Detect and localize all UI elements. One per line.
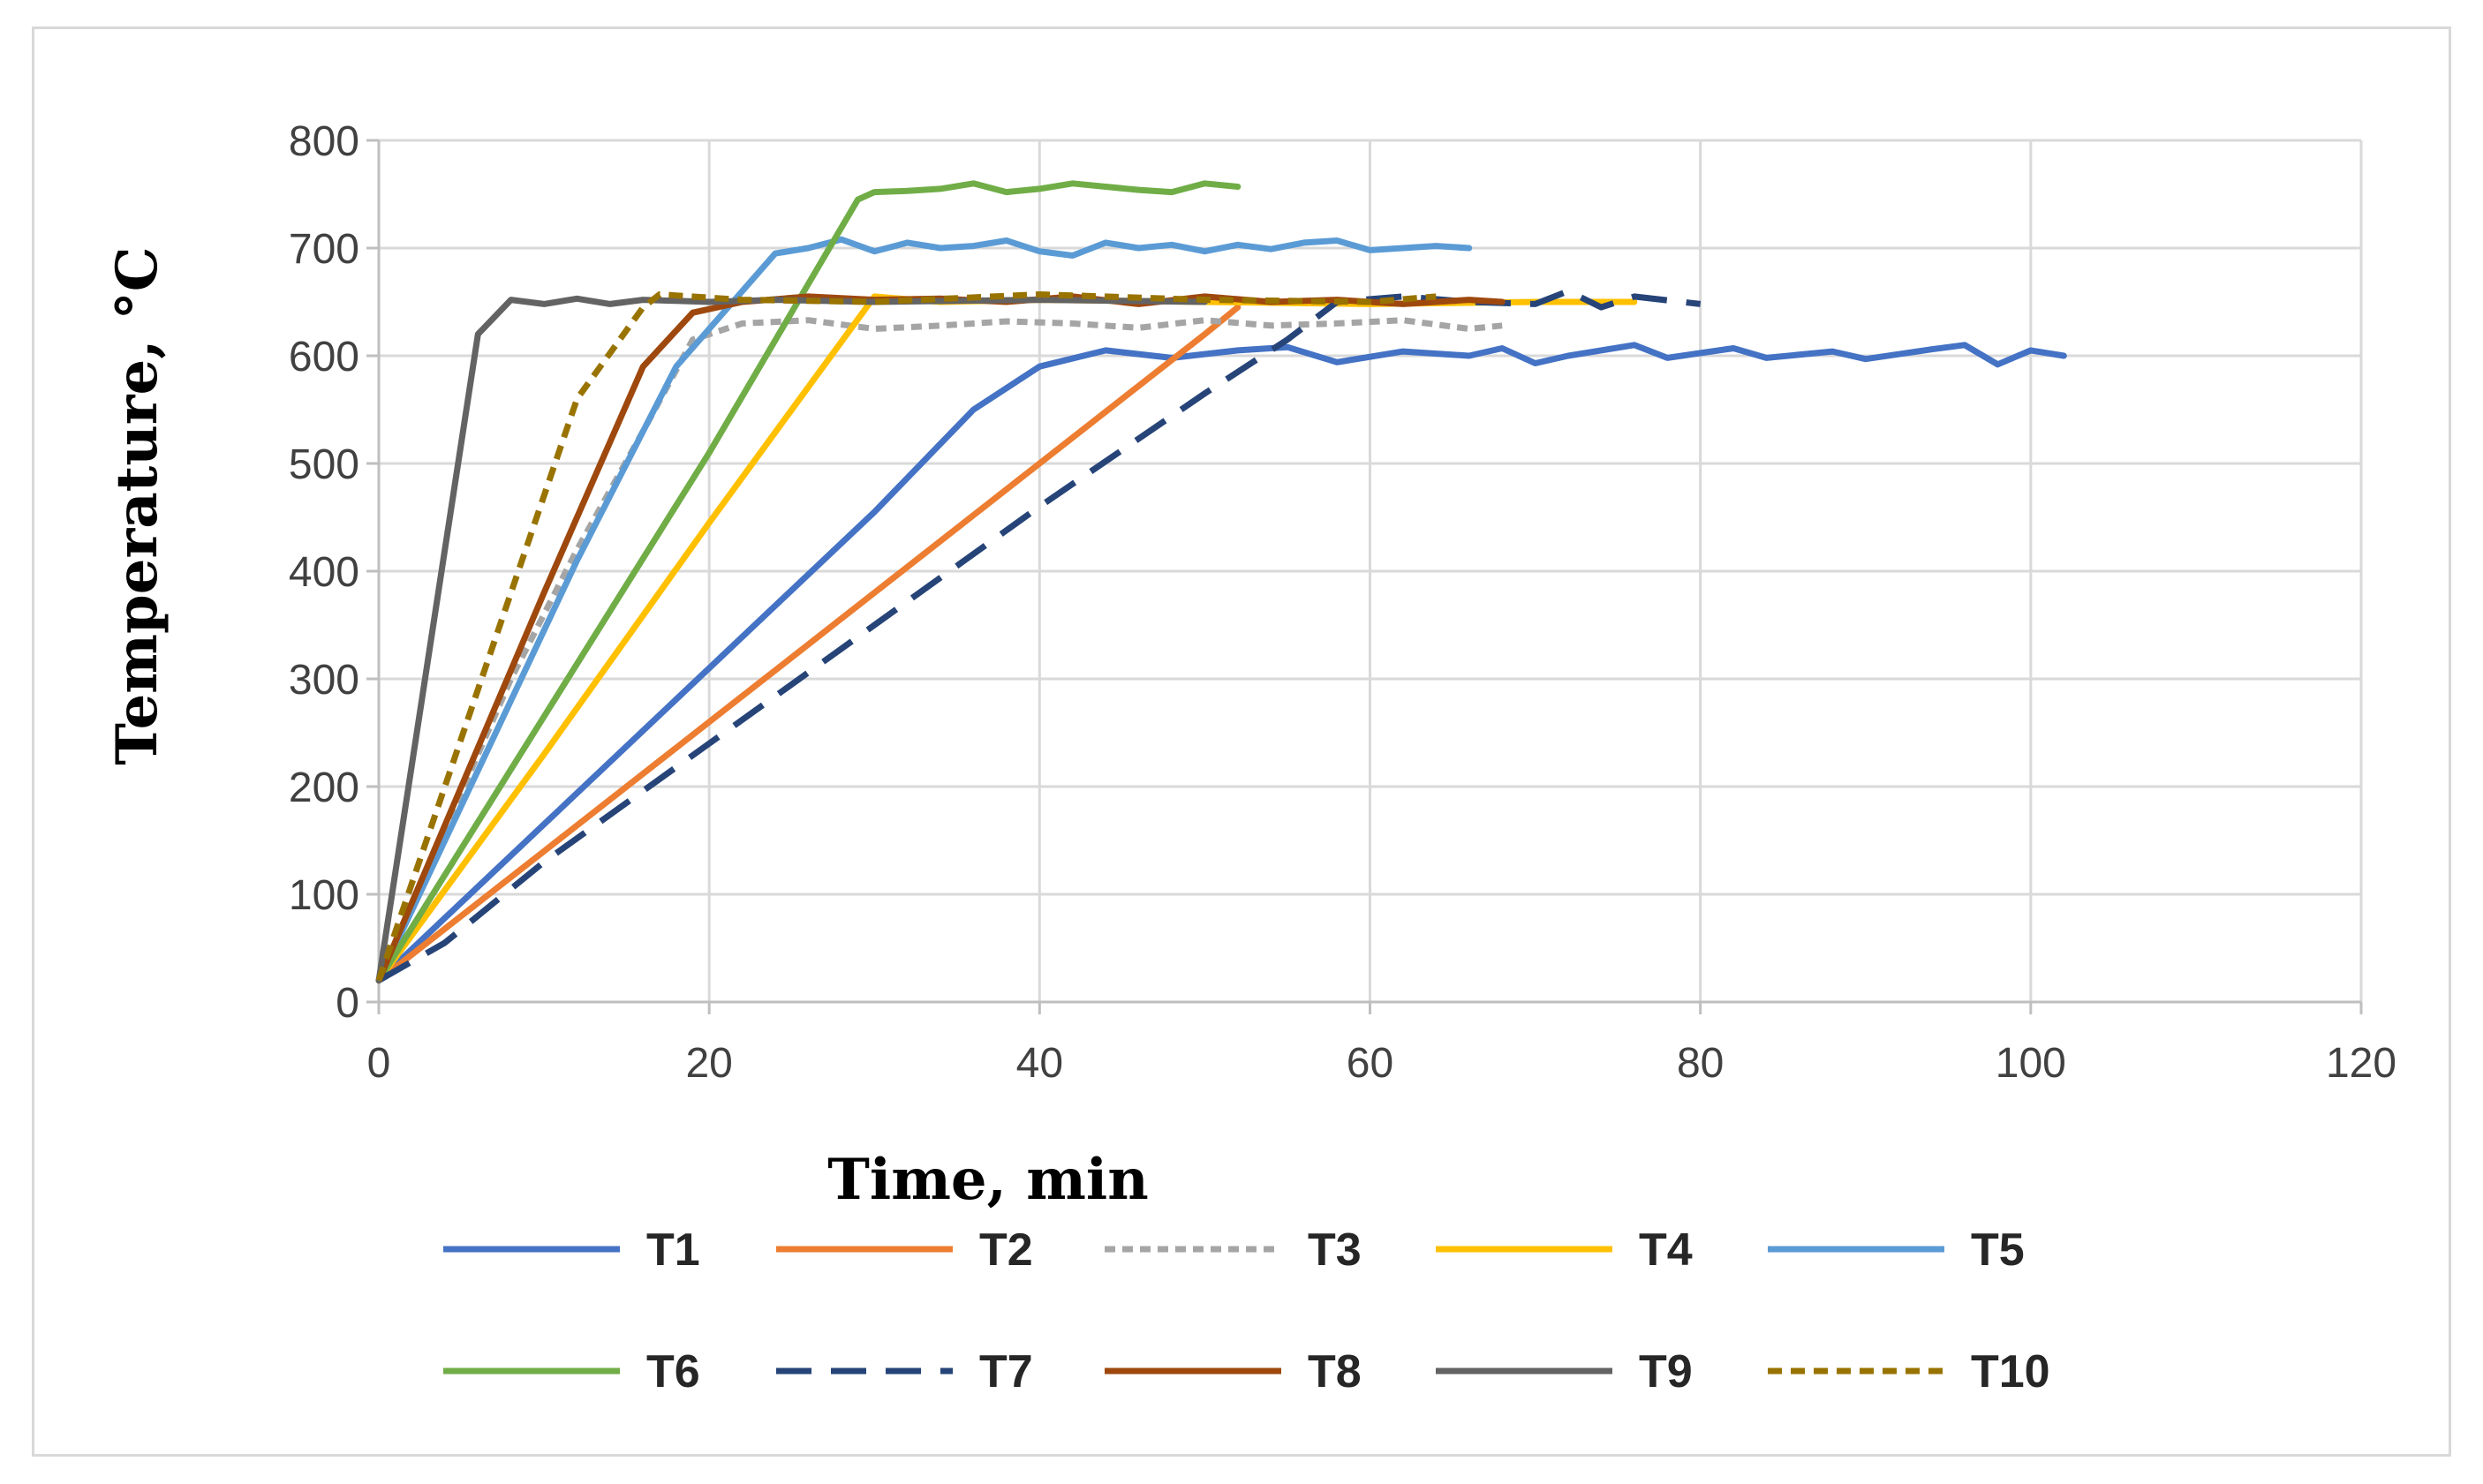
y-tick-label-0: 0 [336,980,359,1027]
legend-item-t8: T8 [1105,1346,1362,1397]
x-tick-label-120: 120 [2326,1040,2396,1087]
x-tick-label-40: 40 [1016,1040,1063,1087]
legend-item-t7: T7 [776,1346,1033,1397]
legend: T1 T2 T3 T4 T5 T6 T7 T8 T9 T10 [443,1224,2050,1397]
legend-item-t10: T10 [1768,1346,2050,1397]
legend-item-t9: T9 [1436,1346,1693,1397]
legend-item-t3: T3 [1105,1224,1362,1276]
line-chart: 0 100 200 300 400 500 600 700 800 0 20 40 60 80 100 120… [104,118,2396,1397]
series-line-t2 [375,304,1242,984]
legend-item-t1: T1 [443,1224,700,1276]
axes [366,139,2363,1014]
y-axis-title: Temperature, °C [104,246,170,765]
series-line-t1 [375,342,2067,984]
series-line-t3 [375,317,1503,983]
y-tick-label-200: 200 [289,765,359,811]
y-tick-label-300: 300 [289,657,359,704]
legend-item-t6: T6 [443,1346,700,1397]
legend-label-t9: T9 [1639,1346,1693,1397]
series-line-t10 [375,291,1437,982]
legend-label-t6: T6 [646,1346,700,1397]
x-tick-label-0: 0 [367,1040,391,1087]
y-tick-label-800: 800 [289,118,359,165]
y-tick-label-100: 100 [289,872,359,919]
legend-label-t10: T10 [1971,1346,2050,1397]
legend-label-t3: T3 [1308,1224,1362,1276]
x-axis-title: Time, min [827,1147,1149,1213]
series-lines [375,180,2067,984]
legend-label-t7: T7 [979,1346,1033,1397]
y-tick-label-600: 600 [289,334,359,380]
legend-item-t2: T2 [776,1224,1033,1276]
legend-label-t8: T8 [1308,1346,1362,1397]
legend-label-t5: T5 [1971,1224,2025,1276]
y-tick-label-500: 500 [289,441,359,488]
x-tick-label-20: 20 [685,1040,732,1087]
x-tick-label-60: 60 [1347,1040,1393,1087]
series-line-t5 [375,236,1473,984]
y-tick-label-400: 400 [289,549,359,596]
series-line-t4 [375,293,1638,984]
legend-label-t4: T4 [1639,1224,1693,1276]
legend-item-t4: T4 [1436,1224,1693,1276]
x-tick-label-100: 100 [1996,1040,2066,1087]
series-line-t6 [375,180,1242,984]
chart-frame: 0 100 200 300 400 500 600 700 800 0 20 40 60 80 100 120… [32,26,2451,1457]
legend-label-t1: T1 [646,1224,700,1276]
legend-item-t5: T5 [1768,1224,2025,1276]
series-line-t9 [375,295,1208,984]
tick-labels: 0 100 200 300 400 500 600 700 800 0 20 40 60 80 100 120 [289,118,2396,1087]
legend-label-t2: T2 [979,1224,1033,1276]
x-tick-label-80: 80 [1677,1040,1724,1087]
series-line-t7 [377,288,1702,983]
series-line-t8 [375,293,1506,984]
y-tick-label-700: 700 [289,226,359,273]
